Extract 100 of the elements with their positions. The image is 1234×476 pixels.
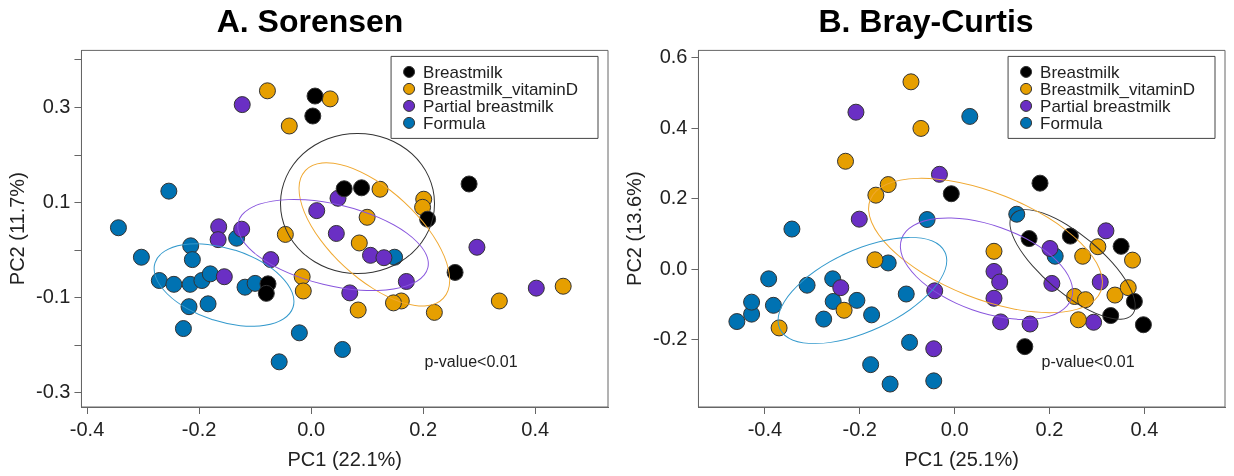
point: [446, 263, 464, 281]
point: [1134, 316, 1152, 334]
point: [925, 372, 943, 390]
point: [257, 284, 275, 302]
x-tick-label: 0.0: [940, 417, 969, 440]
x-tick-label: 0.4: [1130, 417, 1159, 440]
point: [930, 165, 948, 183]
point: [863, 306, 881, 324]
y-axis-title: PC2 (13.6%): [622, 171, 645, 286]
x-tick-label: 0.4: [521, 417, 550, 440]
point: [183, 251, 201, 269]
point: [837, 152, 855, 170]
y-tick-label: 0.4: [659, 115, 688, 138]
point: [1016, 338, 1034, 356]
legend-label: Breastmilk_vitaminD: [1040, 79, 1196, 99]
point: [783, 220, 801, 238]
point: [160, 182, 178, 200]
point: [1124, 251, 1141, 269]
x-tick-label: -0.2: [842, 417, 877, 440]
point: [912, 119, 930, 137]
legend-label: Breastmilk: [1040, 62, 1120, 82]
point: [327, 224, 345, 242]
point: [460, 175, 478, 193]
point: [850, 210, 868, 228]
point: [233, 96, 251, 114]
point: [1097, 222, 1115, 240]
chart-title: A. Sorensen: [216, 3, 404, 40]
point: [764, 296, 782, 314]
point: [304, 107, 322, 125]
point: [294, 282, 312, 300]
point: [824, 292, 842, 310]
point: [308, 202, 326, 220]
point: [199, 295, 217, 313]
point: [468, 238, 486, 256]
annotation: p-value<0.01: [1041, 353, 1135, 371]
x-tick-label: 0.2: [1035, 417, 1064, 440]
point: [280, 117, 298, 135]
legend-label: Breastmilk_vitaminD: [423, 79, 579, 99]
point: [258, 82, 276, 100]
chart-title: B. Bray-Curtis: [818, 3, 1034, 40]
point: [847, 103, 865, 121]
point: [728, 313, 746, 331]
point: [353, 179, 371, 197]
point: [925, 340, 943, 358]
x-axis-title: PC1 (22.1%): [287, 447, 402, 470]
point: [1112, 237, 1130, 255]
x-tick-label: -0.4: [747, 417, 783, 440]
annotation: p-value<0.01: [424, 353, 518, 371]
point: [902, 73, 920, 91]
point: [743, 293, 761, 311]
point: [425, 303, 443, 321]
y-tick-label: 0.3: [42, 94, 71, 117]
point: [350, 234, 368, 252]
point: [1031, 174, 1049, 192]
legend-label: Formula: [1040, 113, 1103, 133]
x-axis-title: PC1 (25.1%): [904, 447, 1019, 470]
legend-label: Partial breastmilk: [423, 96, 554, 116]
point: [815, 310, 833, 328]
point: [490, 292, 508, 310]
point: [901, 333, 919, 351]
point: [1106, 286, 1124, 304]
y-tick-label: 0.2: [659, 186, 688, 209]
point: [270, 353, 288, 371]
point: [985, 242, 1003, 260]
point: [174, 320, 192, 338]
point: [961, 107, 979, 125]
x-tick-label: 0.2: [409, 417, 438, 440]
point: [848, 291, 866, 309]
point: [1085, 313, 1103, 331]
point: [321, 90, 339, 108]
x-tick-label: -0.4: [69, 417, 105, 440]
point: [832, 279, 850, 297]
point: [991, 273, 1009, 291]
point: [835, 301, 853, 319]
point: [760, 270, 778, 288]
point: [527, 279, 545, 297]
legend-label: Breastmilk: [423, 62, 503, 82]
point: [992, 313, 1010, 331]
y-tick-label: 0.0: [659, 256, 688, 279]
point: [215, 268, 233, 286]
point: [132, 248, 150, 266]
point: [1074, 247, 1092, 265]
point: [897, 285, 915, 303]
y-axis-title: PC2 (11.7%): [5, 172, 28, 286]
x-tick-label: 0.0: [297, 417, 326, 440]
point: [1069, 311, 1087, 329]
point: [306, 87, 324, 105]
y-tick-label: 0.1: [42, 190, 71, 213]
point: [109, 219, 127, 237]
legend-label: Partial breastmilk: [1040, 96, 1171, 116]
y-tick-label: -0.2: [652, 327, 688, 350]
point: [942, 185, 960, 203]
point: [165, 275, 183, 293]
point: [333, 340, 351, 358]
point: [335, 180, 353, 198]
point: [1021, 315, 1039, 333]
x-tick-label: -0.2: [181, 417, 217, 440]
y-tick-label: -0.1: [35, 285, 71, 308]
point: [879, 254, 897, 272]
point: [349, 301, 367, 319]
